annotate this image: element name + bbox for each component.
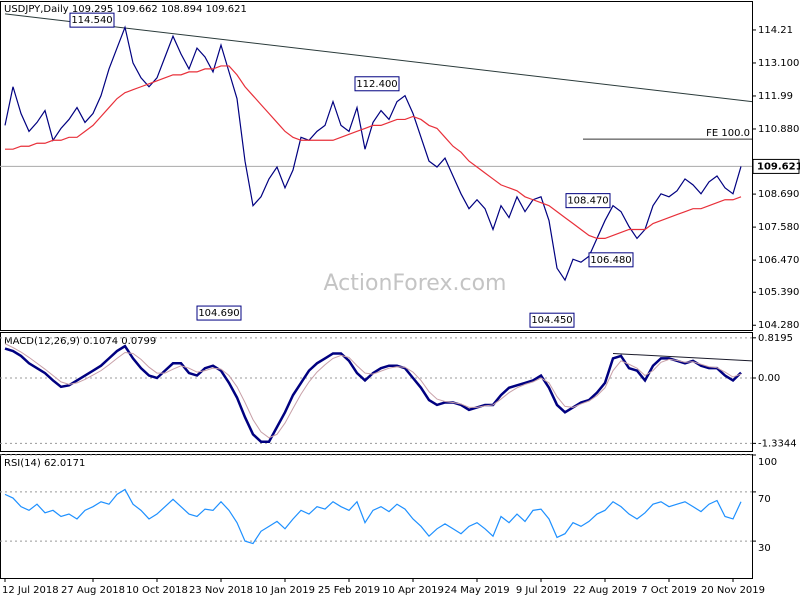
annotation-label: 104.450 (531, 315, 572, 326)
y-tick-label: 104.280 (758, 320, 799, 331)
y-tick-label: 30 (758, 543, 771, 554)
y-tick-label: 107.580 (758, 222, 799, 233)
x-tick-label: 10 Jan 2019 (255, 585, 315, 596)
y-tick-label: 100 (758, 457, 777, 468)
y-tick-label: 106.470 (758, 255, 799, 266)
y-tick-label: 108.690 (758, 189, 799, 200)
x-tick-label: 20 Nov 2019 (701, 585, 765, 596)
x-tick-label: 7 Oct 2019 (641, 585, 696, 596)
y-tick-label: 111.99 (758, 91, 793, 102)
annotation-label: 106.480 (590, 255, 631, 266)
series-line (4, 488, 742, 545)
x-tick-label: 22 Aug 2019 (573, 585, 637, 596)
annotation-label: 108.470 (567, 196, 608, 207)
y-tick-label: 113.100 (758, 58, 799, 69)
macd-title: MACD(12,26,9) 0.1074 0.0799 (4, 336, 156, 347)
fe-label: FE 100.0 (706, 128, 750, 139)
x-tick-label: 25 Feb 2019 (318, 585, 380, 596)
y-tick-label: 70 (758, 494, 771, 505)
y-tick-label: 114.21 (758, 25, 793, 36)
x-tick-label: 23 Nov 2018 (189, 585, 253, 596)
trend-line (612, 352, 753, 362)
rsi-title: RSI(14) 62.0171 (4, 458, 85, 469)
x-tick-label: 12 Jul 2018 (2, 585, 59, 596)
x-tick-label: 9 Jul 2019 (516, 585, 566, 596)
y-tick-label: 105.390 (758, 287, 799, 298)
last-price-label: 109.621 (757, 161, 800, 172)
series-line (4, 343, 742, 439)
series-line (5, 65, 742, 240)
y-tick-label: 0.8195 (758, 333, 793, 344)
annotation-label: 112.400 (356, 79, 397, 90)
annotation-label: 104.690 (198, 308, 239, 319)
annotation-box (529, 312, 575, 328)
x-tick-label: 10 Oct 2018 (126, 585, 188, 596)
x-tick-label: 27 Aug 2018 (61, 585, 125, 596)
x-tick-label: 24 May 2019 (444, 585, 509, 596)
annotation-box (565, 193, 611, 209)
x-tick-label: 10 Apr 2019 (382, 585, 444, 596)
series-line (4, 25, 742, 282)
annotation-box (354, 76, 400, 92)
annotation-box (69, 12, 115, 28)
trend-line (4, 13, 753, 103)
last-price-box (752, 158, 800, 174)
series-line (4, 344, 742, 443)
y-tick-label: 110.880 (758, 124, 799, 135)
watermark: ActionForex.com (324, 271, 507, 296)
y-tick-label: -1.3344 (758, 438, 797, 449)
macd-pane (0, 332, 753, 452)
annotation-box (588, 252, 634, 268)
annotation-box (196, 305, 242, 321)
annotation-label: 114.540 (71, 15, 112, 26)
y-tick-label: 0.00 (758, 373, 780, 384)
price-title: USDJPY,Daily 109.295 109.662 108.894 109… (4, 4, 247, 15)
